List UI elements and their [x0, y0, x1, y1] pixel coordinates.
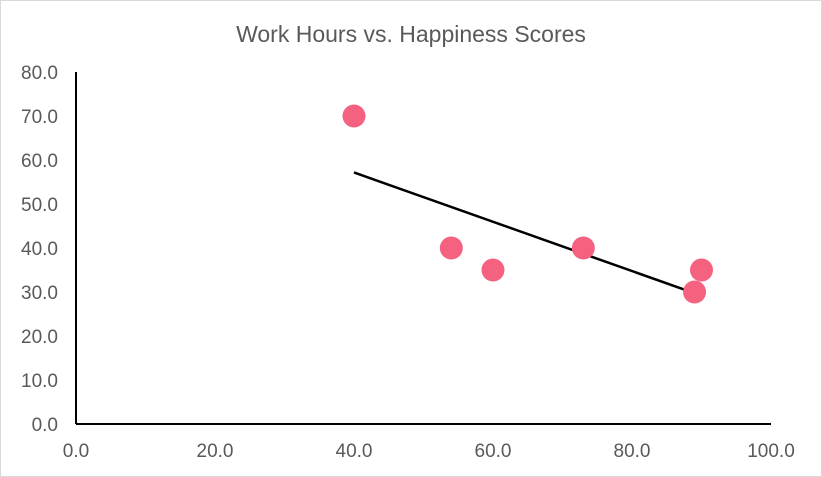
x-tick-label: 100.0 [747, 441, 795, 462]
x-tick-label: 0.0 [63, 441, 89, 462]
data-point [690, 258, 713, 282]
data-point [683, 280, 707, 304]
data-point [439, 236, 463, 260]
y-tick-label: 70.0 [21, 107, 58, 128]
y-tick-label: 0.0 [32, 415, 58, 436]
data-point [342, 104, 366, 128]
y-tick-label: 30.0 [21, 283, 58, 304]
x-tick-label: 20.0 [197, 441, 234, 462]
y-tick-label: 40.0 [21, 239, 58, 260]
y-tick-label: 10.0 [21, 371, 58, 392]
x-tick-label: 60.0 [475, 441, 512, 462]
data-point [571, 236, 595, 260]
y-tick-label: 20.0 [21, 327, 58, 348]
data-point [481, 258, 505, 282]
y-tick-label: 50.0 [21, 195, 58, 216]
x-tick-label: 80.0 [614, 441, 651, 462]
chart-title: Work Hours vs. Happiness Scores [236, 21, 586, 47]
y-tick-label: 60.0 [21, 151, 58, 172]
trendline [353, 171, 702, 297]
y-tick-label: 80.0 [21, 63, 58, 84]
x-tick-label: 40.0 [336, 441, 373, 462]
